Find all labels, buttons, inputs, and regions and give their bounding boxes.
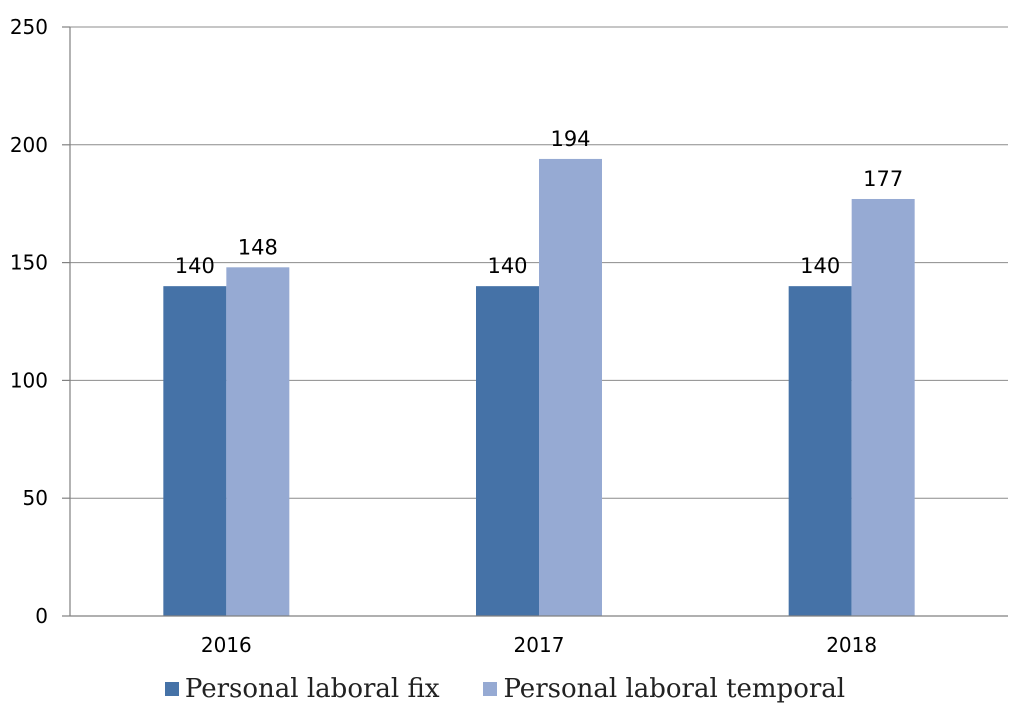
- legend-swatch-fix: [164, 682, 179, 696]
- legend-swatch-temporal: [483, 682, 498, 696]
- legend-label-fix: Personal laboral fix: [184, 674, 440, 704]
- data-label: 194: [550, 127, 590, 151]
- y-tick-label: 200: [10, 133, 48, 157]
- bar-fix-2017: [476, 286, 539, 616]
- x-tick-label: 2016: [201, 633, 252, 657]
- data-labels: 140 148 140 194 140 177: [175, 127, 903, 278]
- y-tick-label: 50: [23, 486, 48, 510]
- x-tick-label: 2018: [826, 633, 877, 657]
- bars: [163, 158, 915, 616]
- bar-fix-2018: [788, 286, 852, 616]
- legend-item-fix: Personal laboral fix: [164, 674, 440, 704]
- y-tick-label: 150: [10, 251, 48, 275]
- bar-temporal-2017: [539, 158, 602, 616]
- data-label: 140: [487, 254, 527, 278]
- y-tick-label: 0: [35, 604, 48, 628]
- data-label: 148: [238, 235, 278, 259]
- legend-label-temporal: Personal laboral temporal: [503, 674, 846, 704]
- bar-temporal-2018: [851, 198, 915, 616]
- y-axis-tick-labels: 0 50 100 150 200 250: [10, 15, 48, 628]
- legend: Personal laboral fix Personal laboral te…: [0, 672, 1010, 706]
- bar-fix-2016: [163, 286, 227, 616]
- data-label: 177: [863, 167, 903, 191]
- y-tick-label: 250: [10, 15, 48, 39]
- x-axis-tick-labels: 2016 2017 2018: [201, 633, 877, 657]
- legend-item-temporal: Personal laboral temporal: [483, 674, 845, 704]
- data-label: 140: [175, 254, 215, 278]
- x-tick-label: 2017: [514, 633, 565, 657]
- y-tick-label: 100: [10, 368, 48, 392]
- data-label: 140: [800, 254, 840, 278]
- bar-temporal-2016: [226, 267, 290, 616]
